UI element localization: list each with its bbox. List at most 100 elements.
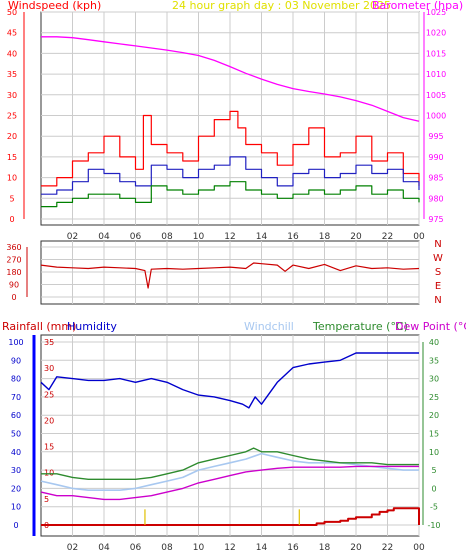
- barometer-tick-label: 1005: [426, 91, 446, 100]
- direction-tick-label: 270: [6, 256, 21, 265]
- x-tick-label: 14: [256, 543, 268, 553]
- dewpoint-legend: Dew Point (°C): [395, 320, 466, 333]
- temperature-tick-label: 15: [429, 430, 439, 439]
- windspeed-tick-label: 30: [7, 91, 17, 100]
- humidity-tick-label: 100: [8, 338, 23, 347]
- temperature-tick-label: 20: [429, 411, 439, 420]
- barometer-tick-label: 1015: [426, 49, 446, 58]
- temperature-tick-label: 10: [429, 448, 439, 457]
- x-tick-label: 22: [382, 232, 393, 242]
- humidity-tick-label: 30: [11, 466, 21, 475]
- x-tick-label: 12: [224, 543, 235, 553]
- compass-label: W: [433, 253, 443, 264]
- rainfall-tick-label: 5: [44, 495, 49, 504]
- direction-panel-series: [40, 262, 420, 289]
- compass-label: E: [435, 281, 441, 292]
- humidity-tick-label: 10: [11, 503, 21, 512]
- x-tick-label: 00: [413, 232, 425, 242]
- barometer-tick-label: 975: [428, 215, 443, 224]
- x-tick-label: 06: [130, 232, 142, 242]
- windspeed-tick-label: 15: [7, 153, 17, 162]
- barometer-tick-label: 1000: [426, 112, 446, 121]
- x-tick-label: 02: [67, 543, 78, 553]
- temperature-panel-legend: Rainfall (mm) Humidity Windchill Tempera…: [2, 320, 466, 333]
- barometer-axis: 975 980 985 990 995 1000 1005 1010 1015 1020 1025: [423, 8, 446, 224]
- x-tick-label: 16: [287, 543, 299, 553]
- barometer-tick-label: 1010: [426, 70, 446, 79]
- wind-direction-line: [40, 262, 420, 289]
- x-tick-label: 08: [161, 232, 173, 242]
- temperature-panel-grid: [41, 335, 420, 536]
- direction-tick-label: 0: [11, 293, 16, 302]
- rainfall-tick-label: 35: [44, 338, 54, 347]
- windspeed-tick-label: 5: [9, 194, 14, 203]
- humidity-tick-label: 90: [11, 356, 21, 365]
- barometer-legend: Barometer (hpa): [372, 0, 463, 12]
- x-tick-label: 02: [67, 232, 78, 242]
- barometer-tick-label: 1020: [426, 29, 446, 38]
- humidity-axis: 0 10 20 30 40 50 60 70 80 90 100: [8, 338, 23, 530]
- temperature-tick-label: 25: [429, 393, 439, 402]
- x-tick-label: 18: [319, 232, 331, 242]
- compass-label: N: [434, 239, 441, 250]
- windspeed-tick-label: 45: [7, 29, 17, 38]
- x-tick-label: 20: [350, 543, 362, 553]
- compass-label: S: [435, 267, 441, 278]
- temperature-tick-label: -5: [430, 503, 438, 512]
- barometer-line: [41, 36, 420, 122]
- barometer-tick-label: 990: [428, 153, 443, 162]
- humidity-tick-label: 40: [11, 448, 21, 457]
- temperature-tick-label: 40: [429, 338, 439, 347]
- humidity-tick-label: 80: [11, 375, 21, 384]
- graph-title: 24 hour graph day : 03 November 2025: [172, 0, 391, 12]
- barometer-tick-label: 980: [428, 194, 443, 203]
- temperature-tick-label: 35: [429, 356, 439, 365]
- humidity-line: [40, 352, 419, 409]
- x-tick-label: 04: [98, 232, 110, 242]
- direction-tick-label: 360: [6, 243, 21, 252]
- barometer-tick-label: 995: [428, 132, 443, 141]
- windchill-legend: Windchill: [244, 320, 294, 333]
- dewpoint-line: [40, 465, 419, 501]
- x-tick-label: 20: [350, 232, 362, 242]
- wind-speed-axis: 0 5 10 15 20 25 30 35 40 45 50: [7, 8, 25, 224]
- direction-tick-label: 180: [6, 268, 21, 277]
- rainfall-tick-label: 30: [44, 364, 54, 373]
- humidity-tick-label: 70: [11, 393, 21, 402]
- rainfall-tick-label: 25: [44, 390, 54, 399]
- humidity-legend: Humidity: [67, 320, 117, 333]
- windspeed-tick-label: 35: [7, 70, 17, 79]
- temperature-panel-series: [40, 352, 420, 526]
- average-wind-line: [41, 156, 420, 195]
- x-tick-label: 10: [193, 232, 205, 242]
- windspeed-tick-label: 25: [7, 112, 17, 121]
- compass-label: N: [434, 295, 441, 306]
- barometer-tick-label: 985: [428, 174, 443, 183]
- temperature-tick-label: 0: [431, 484, 436, 493]
- windspeed-tick-label: 0: [9, 215, 14, 224]
- humidity-tick-label: 20: [11, 484, 21, 493]
- temperature-tick-label: 5: [431, 466, 436, 475]
- x-tick-label: 14: [256, 232, 268, 242]
- x-tick-label: 00: [413, 543, 425, 553]
- windspeed-tick-label: 10: [7, 174, 17, 183]
- x-tick-label: 18: [319, 543, 331, 553]
- rainfall-tick-label: 15: [44, 443, 54, 452]
- temperature-panel-time-axis: 02 04 06 08 10 12 14 16 18 20 22 00: [67, 543, 425, 553]
- rainfall-legend: Rainfall (mm): [2, 320, 76, 333]
- x-tick-label: 12: [224, 232, 235, 242]
- barometer-tick-label: 1025: [426, 8, 446, 17]
- direction-degree-axis: 0 90 180 270 360: [6, 243, 28, 302]
- x-tick-label: 04: [98, 543, 110, 553]
- temperature-line: [41, 447, 419, 480]
- windspeed-legend: Windspeed (kph): [8, 0, 101, 12]
- x-tick-label: 10: [193, 543, 205, 553]
- rainfall-tick-label: 20: [44, 416, 54, 425]
- temperature-legend: Temperature (°C): [312, 320, 408, 333]
- direction-tick-label: 90: [9, 281, 19, 290]
- windspeed-tick-label: 50: [7, 8, 17, 17]
- humidity-tick-label: 60: [11, 411, 21, 420]
- windspeed-tick-label: 20: [7, 132, 17, 141]
